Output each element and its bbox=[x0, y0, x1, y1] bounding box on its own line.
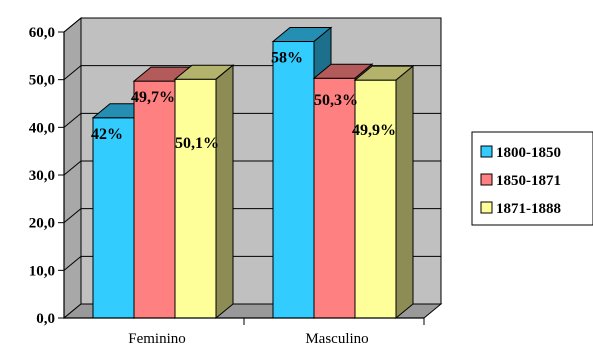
data-label: 58% bbox=[271, 50, 303, 67]
bar-side bbox=[215, 64, 234, 320]
y-tick-label: 50,0 bbox=[29, 73, 55, 89]
gridline-side bbox=[63, 208, 82, 224]
y-tick-label: 20,0 bbox=[29, 216, 55, 232]
data-label: 50,3% bbox=[314, 92, 358, 109]
legend-swatch bbox=[480, 201, 493, 214]
bar bbox=[313, 77, 356, 319]
gridline-side bbox=[63, 255, 82, 271]
y-tick-label: 0,0 bbox=[36, 311, 55, 327]
data-labels: 42% 49,7% 50,1% 58% 50,3% 49,9% bbox=[91, 50, 396, 153]
bar bbox=[133, 80, 176, 319]
x-tick-label: Masculino bbox=[305, 331, 368, 347]
bar bbox=[174, 78, 217, 319]
bar bbox=[354, 79, 397, 319]
y-axis-ticks: 0,0 10,0 20,0 30,0 40,0 50,0 60,0 bbox=[29, 25, 64, 327]
x-tick-label: Feminino bbox=[128, 331, 186, 347]
gridline-side bbox=[63, 112, 82, 128]
bar bbox=[272, 41, 315, 319]
data-label: 42% bbox=[91, 126, 123, 143]
data-label: 49,9% bbox=[352, 122, 396, 139]
bar-side bbox=[395, 65, 414, 320]
gridline-side bbox=[63, 17, 82, 33]
legend-label: 1871-1888 bbox=[496, 201, 561, 217]
gridline-side bbox=[63, 160, 82, 176]
y-tick-label: 60,0 bbox=[29, 25, 55, 41]
legend: 1800-1850 1850-1871 1871-1888 bbox=[471, 131, 593, 226]
legend-swatch bbox=[480, 145, 493, 158]
y-tick-label: 40,0 bbox=[29, 120, 55, 136]
legend-swatch bbox=[480, 173, 493, 186]
data-label: 50,1% bbox=[175, 135, 219, 152]
bar bbox=[92, 117, 135, 319]
legend-label: 1850-1871 bbox=[496, 173, 561, 189]
data-label: 49,7% bbox=[131, 89, 175, 106]
x-axis-ticks: Feminino Masculino bbox=[128, 318, 425, 347]
bars bbox=[91, 26, 415, 320]
legend-label: 1800-1850 bbox=[496, 145, 561, 161]
y-tick-label: 10,0 bbox=[29, 263, 55, 279]
gridline-side bbox=[63, 65, 82, 81]
y-tick-label: 30,0 bbox=[29, 168, 55, 184]
